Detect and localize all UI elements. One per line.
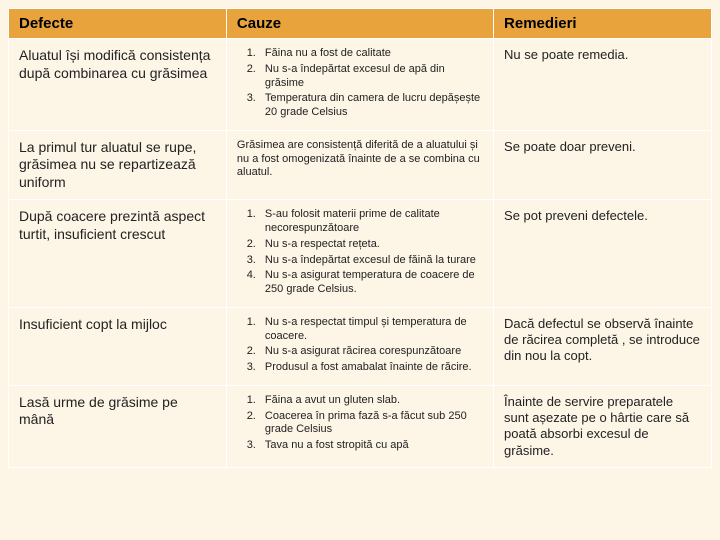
cauze-item: Nu s-a îndepărtat excesul de făină la tu… — [259, 254, 483, 268]
cauze-list: Făina a avut un gluten slab. Coacerea în… — [237, 394, 483, 453]
defect-cell: Lasă urme de grăsime pe mână — [9, 385, 227, 467]
header-remedieri: Remedieri — [494, 9, 712, 39]
cauze-list: Făina nu a fost de calitate Nu s-a îndep… — [237, 47, 483, 120]
cauze-item: Coacerea în prima fază s-a făcut sub 250… — [259, 410, 483, 438]
cauze-cell: Grăsimea are consistență diferită de a a… — [226, 130, 493, 200]
cauze-cell: S-au folosit materii prime de calitate n… — [226, 200, 493, 308]
cauze-item: Nu s-a asigurat răcirea corespunzătoare — [259, 345, 483, 359]
defect-cell: Insuficient copt la mijloc — [9, 307, 227, 385]
cauze-item: Făina a avut un gluten slab. — [259, 394, 483, 408]
table-row: Insuficient copt la mijloc Nu s-a respec… — [9, 307, 712, 385]
cauze-list: S-au folosit materii prime de calitate n… — [237, 208, 483, 297]
cauze-item: Tava nu a fost stropită cu apă — [259, 439, 483, 453]
defect-cell: După coacere prezintă aspect turtit, ins… — [9, 200, 227, 308]
cauze-item: S-au folosit materii prime de calitate n… — [259, 208, 483, 236]
cauze-cell: Făina a avut un gluten slab. Coacerea în… — [226, 385, 493, 467]
header-defecte: Defecte — [9, 9, 227, 39]
cauze-list: Nu s-a respectat timpul și temperatura d… — [237, 316, 483, 375]
cauze-item: Nu s-a asigurat temperatura de coacere d… — [259, 269, 483, 297]
header-cauze: Cauze — [226, 9, 493, 39]
cauze-item: Făina nu a fost de calitate — [259, 47, 483, 61]
remedy-cell: Se pot preveni defectele. — [494, 200, 712, 308]
table-row: Aluatul își modifică consistența după co… — [9, 39, 712, 131]
cauze-item: Nu s-a respectat rețeta. — [259, 238, 483, 252]
table-row: Lasă urme de grăsime pe mână Făina a avu… — [9, 385, 712, 467]
cauze-cell: Făina nu a fost de calitate Nu s-a îndep… — [226, 39, 493, 131]
remedy-cell: Nu se poate remedia. — [494, 39, 712, 131]
defects-table: Defecte Cauze Remedieri Aluatul își modi… — [8, 8, 712, 468]
remedy-cell: Înainte de servire preparatele sunt așez… — [494, 385, 712, 467]
cauze-cell: Nu s-a respectat timpul și temperatura d… — [226, 307, 493, 385]
cauze-item: Temperatura din camera de lucru depășeșt… — [259, 92, 483, 120]
table-row: După coacere prezintă aspect turtit, ins… — [9, 200, 712, 308]
page-container: Defecte Cauze Remedieri Aluatul își modi… — [0, 0, 720, 540]
defect-cell: Aluatul își modifică consistența după co… — [9, 39, 227, 131]
remedy-cell: Se poate doar preveni. — [494, 130, 712, 200]
cauze-item: Produsul a fost amabalat înainte de răci… — [259, 361, 483, 375]
table-row: La primul tur aluatul se rupe, grăsimea … — [9, 130, 712, 200]
remedy-cell: Dacă defectul se observă înainte de răci… — [494, 307, 712, 385]
cauze-item: Nu s-a îndepărtat excesul de apă din gră… — [259, 63, 483, 91]
cauze-text: Grăsimea are consistență diferită de a a… — [237, 139, 483, 180]
defect-cell: La primul tur aluatul se rupe, grăsimea … — [9, 130, 227, 200]
cauze-item: Nu s-a respectat timpul și temperatura d… — [259, 316, 483, 344]
table-header-row: Defecte Cauze Remedieri — [9, 9, 712, 39]
